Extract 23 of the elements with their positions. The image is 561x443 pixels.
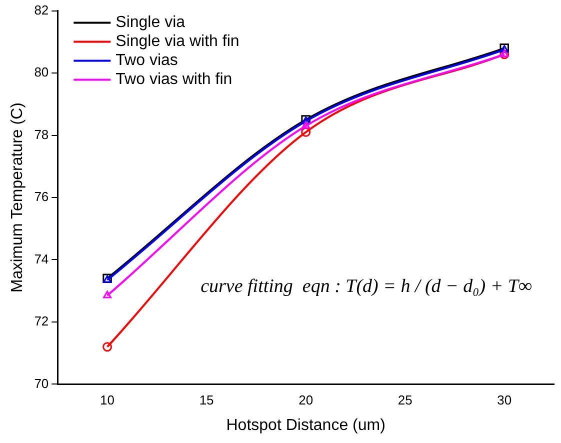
x-tick-label: 30 — [497, 392, 512, 408]
y-tick-label: 82 — [34, 2, 49, 18]
y-tick-label: 72 — [34, 314, 49, 329]
legend-label: Single via with fin — [116, 33, 240, 50]
annotation: curve fitting eqn : T(d) = h / (d − d₀) + T∞ — [200, 276, 532, 298]
x-axis-title: Hotspot Distance (um) — [226, 416, 386, 434]
point — [103, 290, 112, 298]
legend-label: Two vias — [116, 52, 178, 70]
point — [302, 121, 310, 129]
y-tick-label: 74 — [34, 251, 49, 266]
y-tick-label: 78 — [34, 126, 49, 142]
y-tick-label: 76 — [34, 189, 49, 204]
x-tick-label: 20 — [298, 392, 314, 408]
y-tick-label: 80 — [34, 64, 49, 80]
y-tick-label: 70 — [34, 376, 49, 391]
x-tick-label: 25 — [398, 392, 412, 408]
point — [102, 342, 112, 352]
x-tick-label: 10 — [100, 392, 115, 408]
point — [301, 127, 311, 137]
legend-label: Two vias with fin — [116, 71, 232, 88]
legend-label: Single via — [116, 14, 186, 32]
x-tick-label: 15 — [199, 392, 214, 408]
y-axis-title: Maximum Temperature (C) — [9, 102, 26, 292]
